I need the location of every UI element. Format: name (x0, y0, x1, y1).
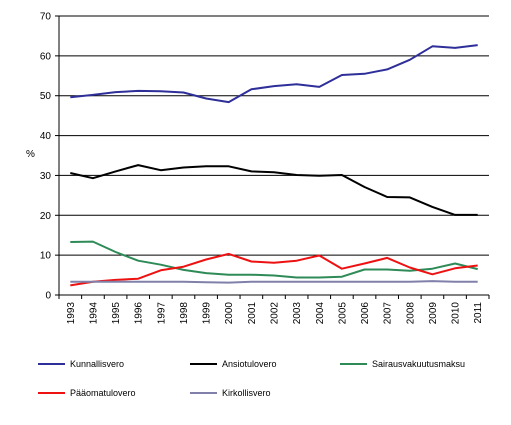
x-tick-label: 2007 (383, 302, 394, 325)
x-tick-label: 2003 (292, 302, 303, 325)
legend-label: Pääomatulovero (70, 388, 136, 398)
x-tick-label: 1995 (111, 302, 122, 325)
legend-label: Ansiotulovero (222, 359, 277, 369)
x-tick-label: 2008 (405, 302, 416, 325)
x-tick-label: 1993 (66, 302, 77, 325)
x-tick-label: 2000 (224, 302, 235, 325)
series-line-ansiotulovero (70, 164, 478, 216)
series-line-sairausvakuutusmaksu (70, 240, 478, 279)
x-tick-label: 1999 (202, 302, 213, 325)
x-tick-label: 1998 (179, 302, 190, 325)
grid-lines (59, 15, 489, 256)
y-tick-label: 20 (40, 211, 52, 222)
legend: Kunnallisvero Ansiotulovero Sairausvakuutu… (38, 359, 465, 398)
y-tick-label: 40 (40, 131, 52, 142)
x-tick-label: 2002 (270, 302, 281, 325)
y-tick-label: 60 (40, 51, 52, 62)
series-lines (70, 44, 478, 287)
y-tick-labels: 0 10 20 30 40 50 60 70 (40, 12, 52, 302)
legend-label: Sairausvakuutusmaksu (372, 359, 465, 369)
y-tick-label: 70 (40, 12, 52, 23)
x-tick-label: 1997 (156, 302, 167, 325)
y-axis-label: % (26, 149, 35, 160)
x-tick-label: 2005 (337, 302, 348, 325)
y-tick-label: 50 (40, 91, 52, 102)
axes (55, 15, 490, 299)
series-line-pääomatulovero (70, 252, 478, 287)
x-tick-label: 2001 (247, 302, 258, 325)
x-tick-label: 1996 (134, 302, 145, 325)
series-line-kirkollisvero (70, 280, 478, 284)
x-tick-labels: 1993 1994 1995 1996 1997 1998 1999 2000 2001 2002… (66, 302, 484, 325)
y-tick-label: 10 (40, 251, 52, 262)
x-tick-label: 2004 (315, 302, 326, 325)
x-tick-label: 1994 (88, 302, 99, 325)
legend-label: Kunnallisvero (70, 359, 124, 369)
x-tick-label: 2006 (360, 302, 371, 325)
legend-label: Kirkollisvero (222, 388, 271, 398)
series-line-kunnallisvero (70, 44, 478, 104)
x-tick-label: 2009 (428, 302, 439, 325)
x-tick-label: 2011 (473, 302, 484, 324)
y-tick-label: 30 (40, 171, 52, 182)
x-tick-label: 2010 (451, 302, 462, 325)
y-tick-label: 0 (45, 291, 51, 302)
